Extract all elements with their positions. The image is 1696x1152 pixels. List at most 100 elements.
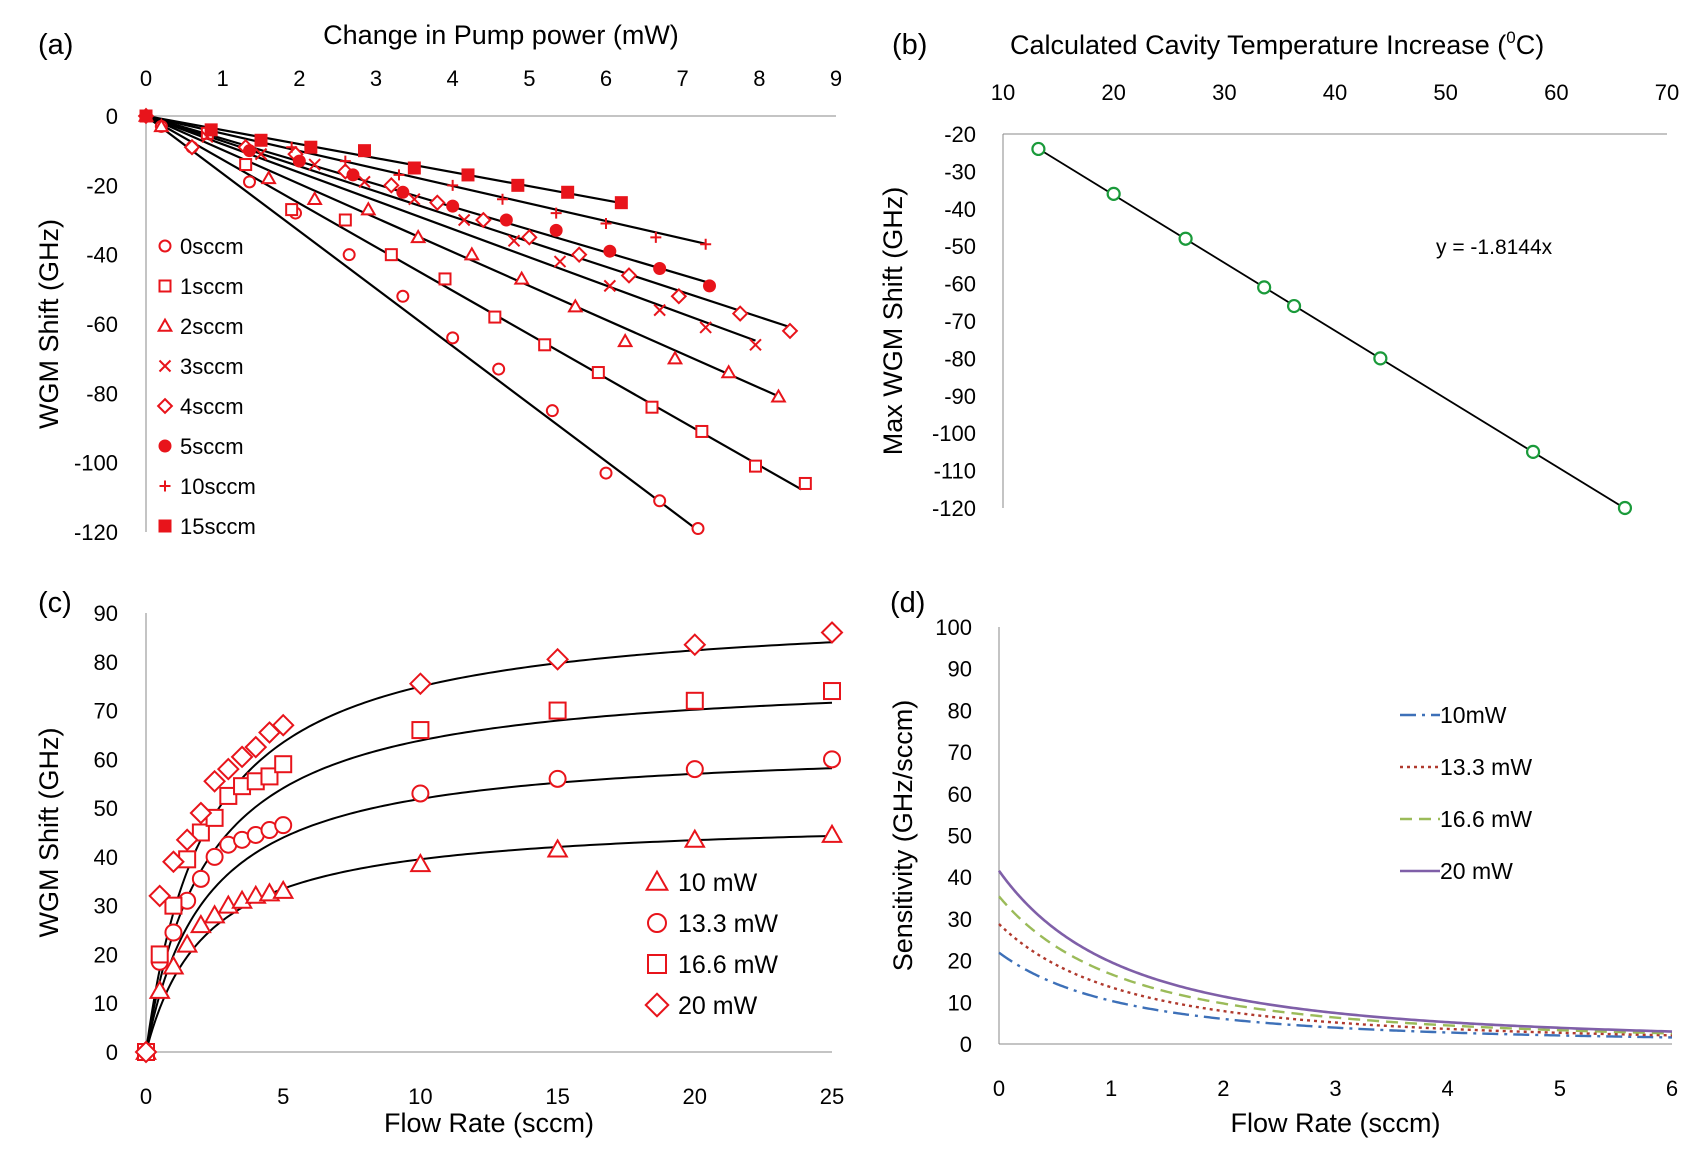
panel-c-point-20 mW — [408, 672, 432, 696]
panel-a-y-axis-title: WGM Shift (GHz) — [34, 219, 64, 429]
panel-b-y-tick-label: -120 — [932, 496, 976, 521]
panel-c-y-tick-label: 90 — [94, 601, 118, 626]
panel-d-x-axis-title: Flow Rate (sccm) — [1230, 1108, 1440, 1138]
panel-a-point-4sccm — [383, 177, 400, 194]
panel-c-x-tick-label: 5 — [277, 1084, 289, 1109]
panel-a-point-15sccm — [204, 123, 218, 137]
panel-c-point-16.6 mW — [164, 896, 183, 915]
panel-a-point-5sccm — [346, 168, 360, 182]
panel-d-y-tick-label: 70 — [948, 740, 972, 765]
panel-b-x-tick-label: 60 — [1544, 80, 1568, 105]
panel-c-point-20 mW — [216, 757, 240, 781]
panel-b-y-tick-label: -90 — [944, 384, 976, 409]
panel-c-point-13.3 mW — [685, 760, 704, 779]
panel-a-point-1sccm — [695, 424, 709, 438]
panel-a-y-tick-label: -100 — [74, 451, 118, 476]
panel-a-fit-line-0sccm — [145, 115, 699, 532]
panel-c-point-13.3 mW — [274, 816, 293, 835]
panel-b: (b) Calculated Cavity Temperature Increas… — [878, 28, 1679, 521]
panel-b-label: (b) — [892, 29, 927, 61]
panel-a-point-0sccm — [691, 522, 705, 536]
panel-a-fit-line-5sccm — [145, 114, 710, 284]
panel-a-point-4sccm — [521, 229, 538, 246]
panel-c-point-20 mW — [546, 647, 570, 671]
panel-c-legend-marker-16.6 mW — [647, 954, 667, 974]
panel-a-point-1sccm — [538, 338, 552, 352]
panel-a-point-10sccm — [700, 238, 712, 250]
panel-a-y-tick-label: -40 — [86, 243, 118, 268]
panel-a-point-4sccm — [670, 287, 688, 305]
panel-a-point-3sccm — [408, 192, 421, 206]
panel-c-y-tick-label: 20 — [94, 942, 118, 967]
panel-b-equation: y = -1.8144x — [1436, 236, 1553, 259]
panel-a-point-15sccm — [511, 178, 525, 192]
panel-d: (d) Flow Rate (sccm) Sensitivity (GHz/sccm… — [888, 587, 1678, 1138]
panel-a-point-2sccm — [410, 228, 427, 244]
panel-b-x-title-part: C) — [1516, 30, 1545, 60]
panel-a-legend-label-1sccm: 1sccm — [180, 274, 244, 299]
panel-c-point-16.6 mW — [548, 701, 567, 720]
panel-a-point-4sccm — [475, 211, 492, 229]
panel-a-point-15sccm — [304, 140, 318, 154]
panel-d-y-tick-label: 30 — [948, 907, 972, 932]
panel-c-point-10 mW — [409, 852, 432, 873]
panel-a-legend-marker-10sccm — [159, 480, 171, 492]
panel-c-point-10 mW — [203, 904, 226, 924]
panel-a-x-tick-label: 4 — [447, 66, 459, 91]
panel-d-y-axis-title: Sensitivity (GHz/sccm) — [888, 700, 918, 972]
panel-a-x-axis-title: Change in Pump power (mW) — [323, 20, 679, 50]
panel-d-curve-10mW — [998, 951, 1673, 1039]
panel-a-point-4sccm — [731, 305, 749, 322]
panel-c-point-20 mW — [162, 850, 185, 874]
panel-b-y-tick-label: -20 — [944, 122, 976, 147]
panel-c-point-13.3 mW — [823, 750, 841, 769]
panel-c-point-20 mW — [203, 769, 227, 793]
panel-c-x-tick-label: 20 — [683, 1084, 707, 1109]
panel-a-point-2sccm — [666, 350, 684, 365]
panel-d-legend-label-13.3 mW: 13.3 mW — [1440, 754, 1532, 780]
panel-a-point-10sccm — [600, 217, 612, 229]
panel-c-x-tick-label: 15 — [545, 1084, 569, 1109]
panel-c-point-20 mW — [230, 745, 254, 769]
panel-a-point-2sccm — [567, 298, 584, 313]
panel-a-legend-label-2sccm: 2sccm — [180, 314, 244, 339]
panel-c-point-16.6 mW — [274, 755, 293, 774]
panel-b-x-axis-title: Calculated Cavity Temperature Increase (… — [1010, 28, 1544, 60]
panel-b-point — [1106, 186, 1121, 201]
panel-b-y-tick-label: -70 — [944, 309, 976, 334]
panel-c-y-tick-label: 80 — [94, 650, 118, 675]
panel-c-point-10 mW — [683, 828, 706, 848]
panel-a-fit-line-15sccm — [145, 114, 622, 205]
panel-a-point-4sccm — [183, 138, 201, 156]
panel-c-point-13.3 mW — [411, 784, 430, 803]
panel-c-legend-label-10 mW: 10 mW — [678, 869, 758, 897]
panel-a-legend-label-3sccm: 3sccm — [180, 354, 244, 379]
panel-a-point-0sccm — [446, 331, 460, 345]
panel-a-point-3sccm — [457, 213, 471, 227]
panel-c-legend-label-13.3 mW: 13.3 mW — [678, 910, 778, 938]
panel-a-legend-marker-15sccm — [158, 519, 172, 533]
panel-a-point-5sccm — [603, 244, 617, 258]
panel-a-point-2sccm — [306, 190, 323, 205]
panel-a-point-15sccm — [614, 196, 628, 210]
panel-a-point-5sccm — [653, 262, 667, 276]
panel-a-point-3sccm — [749, 338, 762, 352]
panel-c-point-16.6 mW — [219, 786, 238, 805]
panel-a-point-1sccm — [384, 248, 398, 262]
panel-c-point-20 mW — [271, 713, 295, 737]
panel-a-legend-label-4sccm: 4sccm — [180, 394, 244, 419]
panel-c-legend-label-20 mW: 20 mW — [678, 992, 758, 1020]
panel-c-point-10 mW — [189, 913, 212, 934]
panel-a-point-0sccm — [599, 466, 613, 480]
panel-a-point-3sccm — [603, 279, 617, 293]
panel-a-legend-label-0sccm: 0sccm — [180, 234, 244, 259]
panel-a-y-tick-label: -120 — [74, 520, 118, 545]
panel-a-point-10sccm — [447, 179, 459, 191]
panel-a-y-tick-label: -60 — [86, 312, 118, 337]
panel-a-point-1sccm — [438, 272, 452, 286]
panel-c-y-tick-label: 60 — [94, 747, 118, 772]
panel-b-x-tick-label: 10 — [991, 80, 1015, 105]
panel-a-point-0sccm — [396, 289, 410, 303]
panel-a-point-0sccm — [492, 362, 506, 376]
panel-c-point-16.6 mW — [411, 721, 430, 740]
